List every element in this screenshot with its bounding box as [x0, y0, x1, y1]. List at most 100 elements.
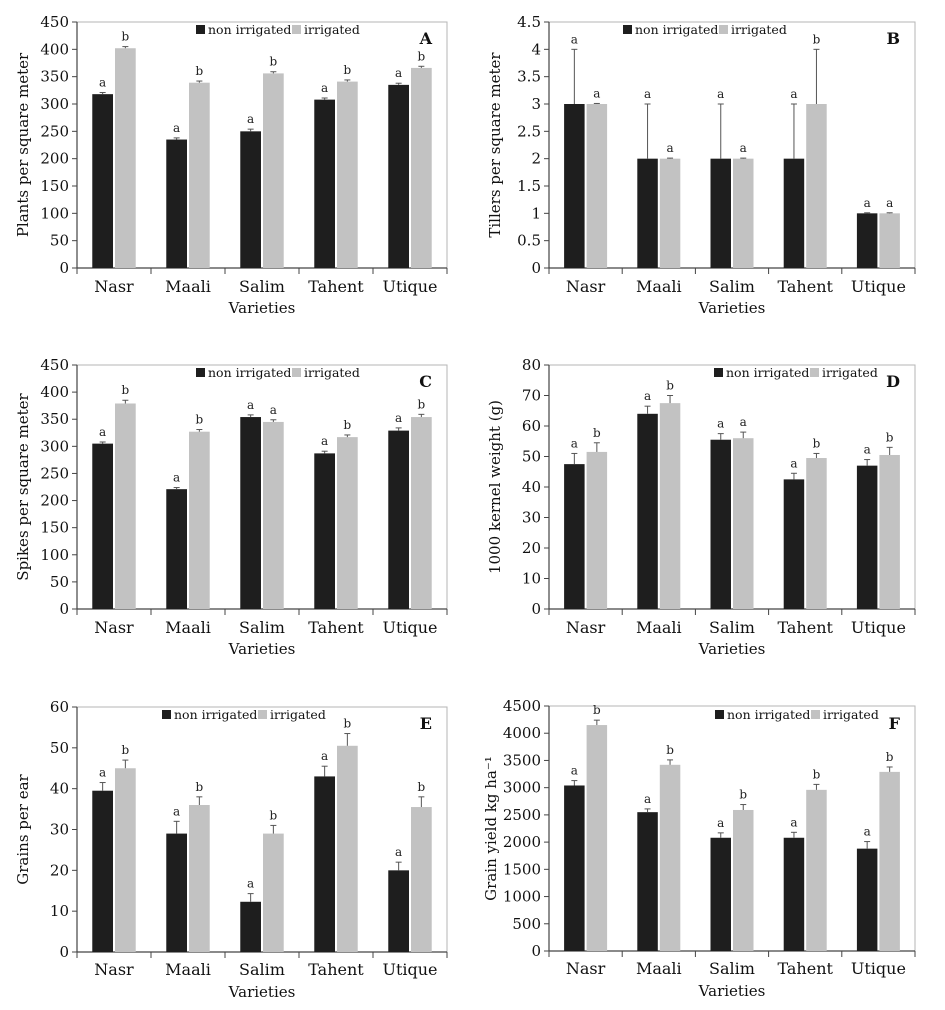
y-tick-label: 50 [50, 232, 69, 250]
y-axis-title: Spikes per square meter [14, 392, 32, 580]
significance-letter: b [593, 703, 601, 717]
y-tick-label: 2.5 [517, 122, 541, 140]
significance-letter: a [99, 766, 106, 780]
x-tick-label: Tahent [308, 960, 364, 979]
panel-label: D [886, 372, 900, 391]
bar-non-irrigated [314, 99, 335, 268]
legend-swatch-non-irrigated [623, 25, 632, 34]
y-tick-label: 10 [522, 570, 541, 588]
bar-irrigated [189, 82, 210, 269]
y-tick-label: 4 [531, 40, 541, 58]
bar-irrigated [115, 403, 136, 609]
y-tick-label: 2500 [503, 806, 541, 824]
legend-label-non-irrigated: non irrigated [726, 365, 809, 380]
panel-label: C [419, 372, 432, 391]
bar-non-irrigated [166, 833, 187, 952]
bar-non-irrigated [388, 84, 409, 268]
legend: non irrigated irrigated [196, 22, 360, 37]
x-tick-label: Tahent [308, 618, 364, 637]
legend-swatch-irrigated [719, 25, 728, 34]
y-tick-label: 100 [40, 546, 69, 564]
y-axis-title: Grain yield kg ha⁻¹ [482, 756, 500, 901]
y-tick-label: 150 [40, 177, 69, 195]
bar-non-irrigated [637, 158, 658, 268]
significance-letter: b [813, 32, 821, 46]
bar-non-irrigated [166, 489, 187, 609]
bar-irrigated [659, 158, 681, 268]
x-tick-label: Tahent [777, 959, 833, 978]
y-tick-label: 350 [40, 68, 69, 86]
legend-swatch-non-irrigated [162, 710, 171, 719]
bar-irrigated [411, 807, 432, 952]
significance-letter: b [122, 383, 130, 397]
y-tick-label: 1.5 [517, 177, 541, 195]
chart-panel-d: 0 10 20 30 40 50 60 70 80 Nasr Maali Salim Tahent Uti… [486, 356, 916, 658]
significance-letter: a [864, 825, 871, 839]
y-tick-label: 60 [50, 698, 69, 716]
bar-non-irrigated [710, 837, 731, 951]
x-tick-label: Tahent [308, 277, 364, 296]
bar-irrigated [189, 431, 210, 609]
x-tick-label: Utique [851, 277, 906, 296]
chart-panel-e: 0 10 20 30 40 50 60 Nasr Maali Salim Tahent Utique a… [14, 698, 448, 1001]
chart-panel-a: 0 50 100 150 200 250 300 350 400 450 Nasr Maali Sali… [14, 13, 448, 317]
significance-letter: b [270, 55, 278, 69]
bar-irrigated [115, 48, 136, 268]
legend-swatch-irrigated [292, 25, 301, 34]
legend-label-non-irrigated: non irrigated [635, 22, 718, 37]
bar-irrigated [337, 437, 358, 609]
legend-swatch-non-irrigated [196, 368, 205, 377]
y-tick-label: 40 [50, 780, 69, 798]
bar-non-irrigated [856, 213, 878, 268]
x-tick-label: Salim [239, 618, 285, 637]
significance-letter: a [173, 471, 180, 485]
y-tick-label: 40 [522, 478, 541, 496]
legend: non irrigated irrigated [714, 365, 878, 380]
chart-panel-f: 0 500 1000 1500 2000 2500 3000 3500 4000 4500 Nasr… [482, 697, 916, 1000]
y-tick-label: 150 [40, 519, 69, 537]
bar-irrigated [115, 768, 136, 952]
y-tick-label: 1500 [503, 860, 541, 878]
bar-non-irrigated [92, 443, 113, 609]
significance-letter: b [344, 63, 352, 77]
x-tick-label: Utique [851, 959, 906, 978]
y-tick-label: 300 [40, 95, 69, 113]
significance-letter: a [571, 764, 578, 778]
legend-swatch-irrigated [258, 710, 267, 719]
legend-swatch-non-irrigated [715, 710, 724, 719]
significance-letter: a [717, 87, 724, 101]
y-tick-label: 1000 [503, 888, 541, 906]
x-tick-label: Maali [165, 960, 211, 979]
bar-non-irrigated [388, 430, 409, 609]
x-tick-label: Maali [636, 277, 682, 296]
y-axis-title: Tillers per square meter [486, 52, 504, 238]
y-tick-label: 20 [50, 861, 69, 879]
significance-letter: a [790, 87, 797, 101]
x-tick-label: Utique [382, 618, 437, 637]
y-tick-label: 350 [40, 410, 69, 428]
y-tick-label: 450 [40, 356, 69, 374]
bar-irrigated [337, 81, 358, 268]
x-axis-title: Varieties [698, 299, 766, 317]
y-axis-title: Grains per ear [14, 773, 32, 884]
bar-irrigated [263, 421, 284, 609]
y-tick-label: 250 [40, 464, 69, 482]
x-tick-label: Salim [709, 959, 755, 978]
significance-letter: a [99, 425, 106, 439]
x-tick-label: Maali [165, 277, 211, 296]
y-tick-label: 100 [40, 204, 69, 222]
bar-irrigated [806, 104, 827, 268]
x-axis-title: Varieties [228, 640, 296, 658]
bar-irrigated [337, 745, 358, 952]
y-tick-label: 3 [531, 95, 541, 113]
bar-non-irrigated [637, 413, 658, 609]
y-tick-label: 0 [531, 600, 541, 618]
y-tick-label: 400 [40, 383, 69, 401]
significance-letter: b [344, 717, 352, 731]
significance-letter: a [644, 792, 651, 806]
bar-irrigated [189, 805, 210, 952]
significance-letter: a [717, 417, 724, 431]
legend-label-irrigated: irrigated [304, 365, 360, 380]
y-tick-label: 20 [522, 539, 541, 557]
significance-letter: a [790, 456, 797, 470]
